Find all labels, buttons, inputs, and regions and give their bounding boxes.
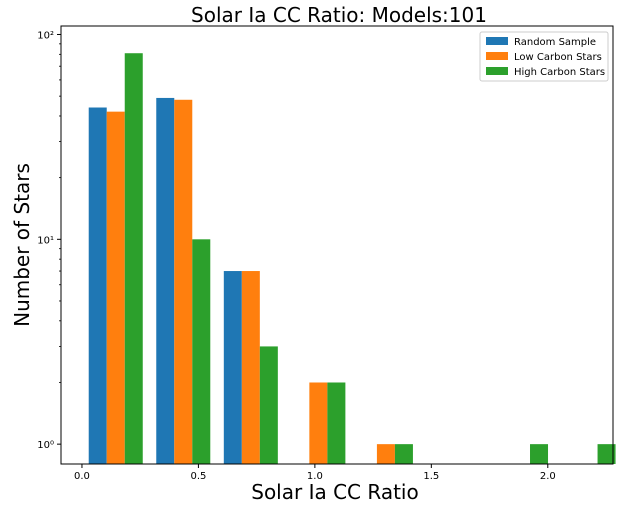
bar-random-sample-bin-0 [88,107,107,464]
bar-high-carbon-stars-bin-2 [259,346,278,464]
bar-low-carbon-stars-bin-2 [241,271,260,464]
y-tick-label: 10¹ [37,235,54,246]
bar-low-carbon-stars-bin-4 [376,444,395,464]
legend: Random Sample Low Carbon Stars High Carbon… [479,31,609,82]
bar-high-carbon-stars-bin-7 [597,444,616,464]
legend-box [479,31,609,82]
legend-label: High Carbon Stars [514,67,605,78]
legend-label: Random Sample [514,37,596,48]
x-tick-label: 0.0 [74,471,90,482]
x-axis-label: Solar Ia CC Ratio [251,480,418,504]
bar-low-carbon-stars-bin-3 [309,382,328,464]
legend-swatch [486,67,508,75]
bar-high-carbon-stars-bin-6 [530,444,549,464]
x-axis-ticks: 0.0 0.5 1.0 1.5 2.0 [74,464,556,482]
x-tick-label: 0.5 [190,471,206,482]
bar-low-carbon-stars-bin-1 [174,99,193,465]
bar-random-sample-bin-2 [223,271,242,464]
y-tick-label: 10² [37,30,54,41]
bar-high-carbon-stars-bin-0 [124,53,143,464]
y-axis-label: Number of Stars [10,163,34,327]
legend-swatch [486,52,508,60]
legend-swatch [486,37,508,45]
bars-group [88,53,616,465]
x-tick-label: 1.0 [307,471,323,482]
chart-title: Solar Ia CC Ratio: Models:101 [191,3,487,27]
plot-frame [60,25,614,465]
x-tick-label: 1.5 [423,471,439,482]
y-axis-ticks: 10⁰ 10¹ 10² [37,30,61,451]
bar-low-carbon-stars-bin-0 [106,111,125,465]
bar-high-carbon-stars-bin-3 [327,382,346,464]
x-tick-label: 2.0 [540,471,556,482]
bar-high-carbon-stars-bin-4 [394,444,413,464]
bar-random-sample-bin-1 [156,97,175,464]
legend-label: Low Carbon Stars [514,52,602,63]
y-tick-label: 10⁰ [37,440,54,451]
bar-high-carbon-stars-bin-1 [192,239,211,464]
